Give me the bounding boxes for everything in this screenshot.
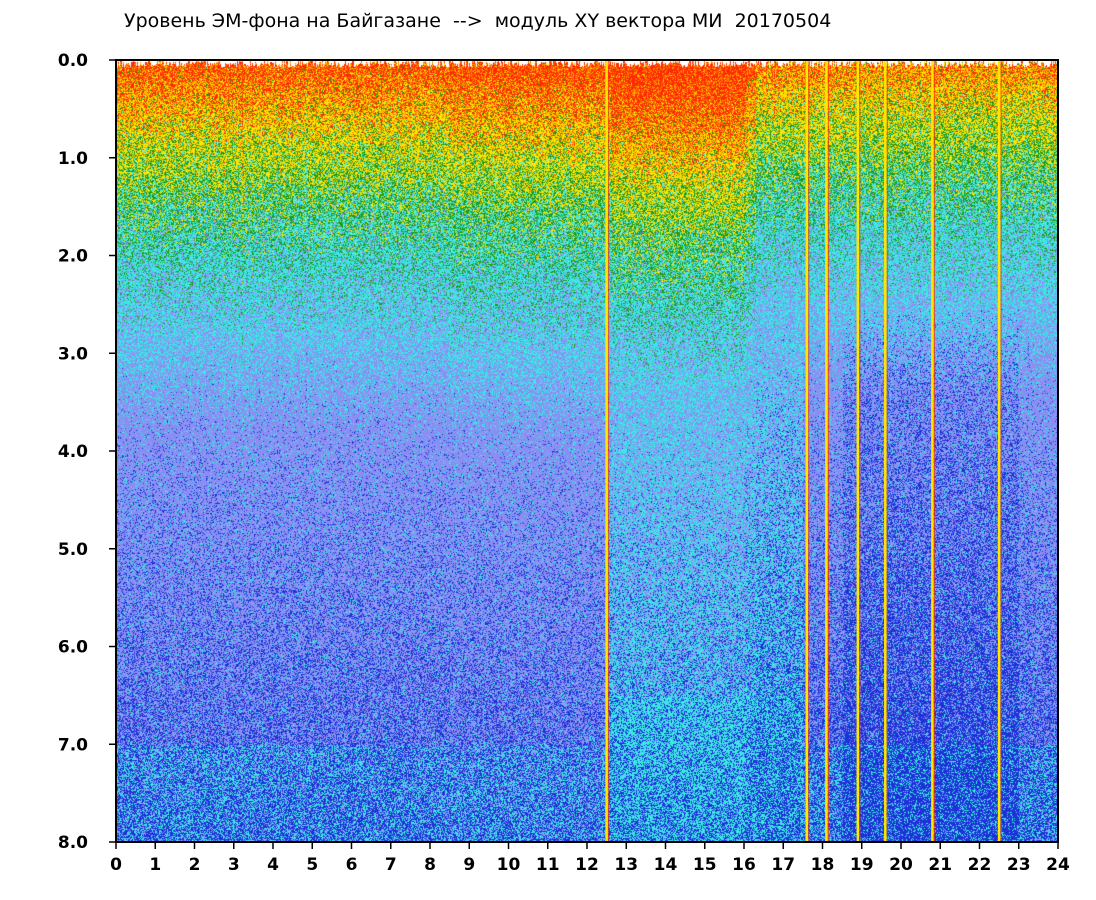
y-tick-label: 2.0 [58, 247, 88, 267]
x-tick-label: 20 [889, 855, 913, 875]
y-tick-label: 1.0 [58, 149, 88, 169]
x-tick-label: 14 [654, 855, 678, 875]
x-tick-label: 8 [424, 855, 436, 875]
x-tick-label: 9 [463, 855, 475, 875]
x-tick-label: 17 [771, 855, 795, 875]
heatmap-field [116, 60, 1058, 842]
x-tick-label: 10 [497, 855, 521, 875]
spike-lines [605, 60, 1002, 842]
x-tick-label: 21 [928, 855, 952, 875]
x-tick-label: 7 [385, 855, 397, 875]
y-tick-label: 0.0 [58, 51, 88, 71]
heatmap-texture [116, 60, 1058, 842]
y-tick-label: 7.0 [58, 735, 88, 755]
x-tick-label: 0 [110, 855, 122, 875]
x-tick-label: 11 [536, 855, 560, 875]
x-tick-label: 1 [149, 855, 161, 875]
y-axis: 0.0 1.0 2.0 3.0 4.0 5.0 6.0 7.0 8.0 [58, 51, 116, 853]
x-tick-label: 12 [575, 855, 599, 875]
y-tick-label: 4.0 [58, 442, 88, 462]
x-tick-label: 3 [228, 855, 240, 875]
x-tick-label: 15 [693, 855, 717, 875]
chart-title: Уровень ЭМ-фона на Байгазане --> модуль … [124, 10, 832, 32]
x-tick-label: 4 [267, 855, 279, 875]
x-tick-label: 2 [189, 855, 201, 875]
y-tick-label: 5.0 [58, 540, 88, 560]
x-tick-label: 22 [968, 855, 992, 875]
y-tick-label: 8.0 [58, 833, 88, 853]
x-tick-label: 16 [732, 855, 756, 875]
x-tick-label: 18 [811, 855, 835, 875]
x-tick-label: 13 [614, 855, 638, 875]
x-tick-label: 6 [346, 855, 358, 875]
y-tick-label: 3.0 [58, 344, 88, 364]
y-tick-label: 6.0 [58, 638, 88, 658]
x-axis: 0 1 2 3 4 5 6 7 8 9 10 11 12 13 14 15 16 17 18 19 20 21 22 23 24 [110, 842, 1070, 875]
x-tick-label: 24 [1046, 855, 1070, 875]
x-tick-label: 5 [306, 855, 318, 875]
x-tick-label: 19 [850, 855, 874, 875]
x-tick-label: 23 [1007, 855, 1031, 875]
